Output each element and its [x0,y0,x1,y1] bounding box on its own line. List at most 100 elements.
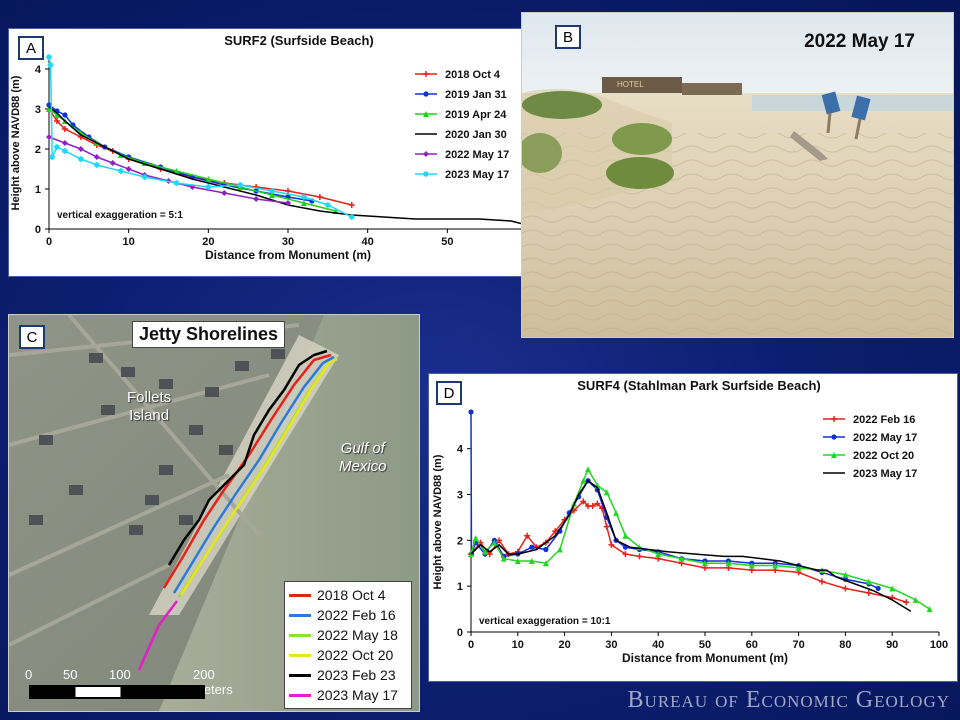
panel-label-d: D [436,381,462,405]
x-tick-label: 50 [699,639,711,651]
data-point [912,596,919,603]
data-point [926,606,933,613]
shrub [612,123,672,155]
series-0 [46,106,355,208]
series-line [470,479,912,613]
data-point [300,194,307,200]
panel-label-a: A [18,36,44,60]
panel-label-b: B [555,25,581,49]
series-line [48,108,336,212]
data-point [53,112,60,118]
x-tick-label: 70 [792,639,804,651]
scale-label-50: 50 [63,667,78,682]
scale-bar: 0 50 100 200 Meters [23,665,233,705]
data-point [316,194,323,200]
data-point [865,590,872,597]
legend-label: 2022 May 18 [317,627,398,643]
data-point [77,146,84,152]
data-point [141,174,148,180]
legend-label: 2022 Feb 16 [317,607,396,623]
legend-label: 2019 Apr 24 [445,109,507,121]
legend-label: 2022 Feb 16 [853,414,915,426]
x-tick-label: 100 [930,639,948,651]
beach-photo-panel: HOTEL 2022 May 17 [521,12,954,338]
data-point [423,171,429,177]
y-tick-label: 0 [35,224,41,236]
data-point [221,190,228,196]
data-point [109,160,116,166]
data-point [423,71,429,77]
data-point [603,523,610,530]
data-point [552,528,559,535]
data-point [117,168,124,174]
y-tick-label: 2 [35,144,41,156]
data-point [49,154,56,160]
y-tick-label: 1 [457,581,463,593]
data-point [472,535,479,542]
legend-label: 2022 Oct 20 [853,450,914,462]
shrub [606,157,674,189]
data-point [77,156,84,162]
barrel-post [854,118,862,140]
data-point [482,548,489,555]
map-legend-item: 2018 Oct 4 [289,585,407,605]
series-1 [46,102,315,204]
y-axis-label: Height above NAVD88 (m) [10,75,22,210]
data-point [613,509,620,516]
shoreline-map-panel: Jetty Shorelines Follets Island Gulf of … [8,314,420,712]
legend-swatch [289,633,311,637]
x-tick-label: 30 [282,236,294,248]
x-tick-label: 90 [886,639,898,651]
data-point [468,409,474,415]
scale-label-0: 0 [25,667,33,682]
data-point [585,466,591,473]
data-point [678,555,685,562]
organization-name: Bureau of Economic Geology [627,687,950,713]
data-point [589,502,596,509]
data-point [580,477,587,484]
legend-label: 2023 May 17 [317,687,398,703]
data-point [702,560,708,567]
trash-barrel [821,91,841,115]
x-tick-label: 10 [512,639,524,651]
panel-label-c: C [19,325,45,349]
y-tick-label: 1 [35,184,41,196]
data-point [603,489,610,496]
data-point [269,188,276,194]
data-point [125,166,132,172]
x-tick-label: 60 [746,639,758,651]
shoreline-traces [137,349,338,671]
series-line [48,56,353,218]
x-tick-label: 50 [441,236,453,248]
x-axis-label: Distance from Monument (m) [205,248,371,262]
data-point [543,546,549,553]
data-point [772,562,779,569]
legend-swatch [289,613,311,617]
shrub [522,133,562,173]
data-point [542,560,549,567]
scale-bar-graphic [29,685,205,699]
data-point [47,62,54,68]
chart-annotation: vertical exaggeration = 5:1 [57,210,183,221]
x-tick-label: 0 [46,236,52,248]
chart-title: SURF2 (Surfside Beach) [224,33,374,48]
place-label-line: Follets [127,389,172,406]
data-point [842,585,849,592]
chart-annotation: vertical exaggeration = 10:1 [479,616,611,627]
place-label-follets-island: Follets Island [127,389,171,425]
data-point [205,176,212,182]
series-0 [468,498,910,606]
y-axis-label: Height above NAVD88 (m) [432,454,444,589]
series-3 [470,479,912,613]
legend-label: 2023 May 17 [445,169,509,181]
legend-swatch [289,593,311,597]
beach-building [682,83,742,95]
data-point [842,571,849,578]
legend-label: 2022 May 17 [853,432,917,444]
data-point [285,200,291,206]
barrel-post [826,112,832,134]
data-point [46,54,52,60]
data-point [622,532,629,539]
y-tick-label: 2 [457,535,463,547]
trash-barrel [851,95,871,121]
